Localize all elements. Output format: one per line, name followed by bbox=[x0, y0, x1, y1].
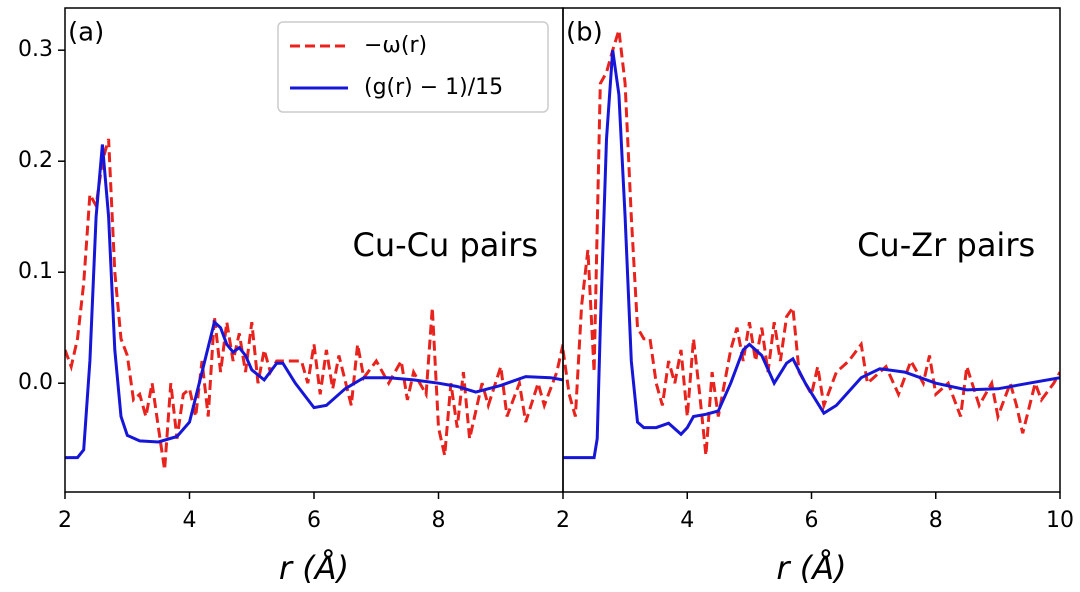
panel-label: (b) bbox=[566, 18, 603, 48]
x-tick-label: 6 bbox=[805, 508, 819, 533]
legend-label: (g(r) − 1)/15 bbox=[364, 75, 503, 100]
x-tick-label: 8 bbox=[432, 508, 446, 533]
x-tick-label: 8 bbox=[929, 508, 943, 533]
panel-label: (a) bbox=[68, 18, 104, 48]
data-line bbox=[563, 49, 1060, 460]
x-tick-label: 4 bbox=[183, 508, 197, 533]
x-tick-label: 10 bbox=[1046, 508, 1074, 533]
x-axis-label: r (Å) bbox=[279, 549, 349, 587]
x-axis-label: r (Å) bbox=[776, 549, 846, 587]
legend-label: −ω(r) bbox=[364, 33, 427, 58]
y-tick-label: 0.3 bbox=[18, 37, 53, 62]
x-tick-label: 6 bbox=[307, 508, 321, 533]
y-tick-label: 0.0 bbox=[18, 370, 53, 395]
annotation: Cu-Cu pairs bbox=[352, 226, 538, 264]
x-tick-label: 2 bbox=[58, 508, 72, 533]
y-tick-label: 0.2 bbox=[18, 148, 53, 173]
data-line bbox=[65, 138, 563, 471]
annotation: Cu-Zr pairs bbox=[857, 226, 1035, 264]
data-line bbox=[65, 144, 563, 460]
x-tick-label: 4 bbox=[680, 508, 694, 533]
axes-frame bbox=[562, 7, 1061, 493]
x-tick-label: 2 bbox=[556, 508, 570, 533]
y-tick-label: 0.1 bbox=[18, 259, 53, 284]
